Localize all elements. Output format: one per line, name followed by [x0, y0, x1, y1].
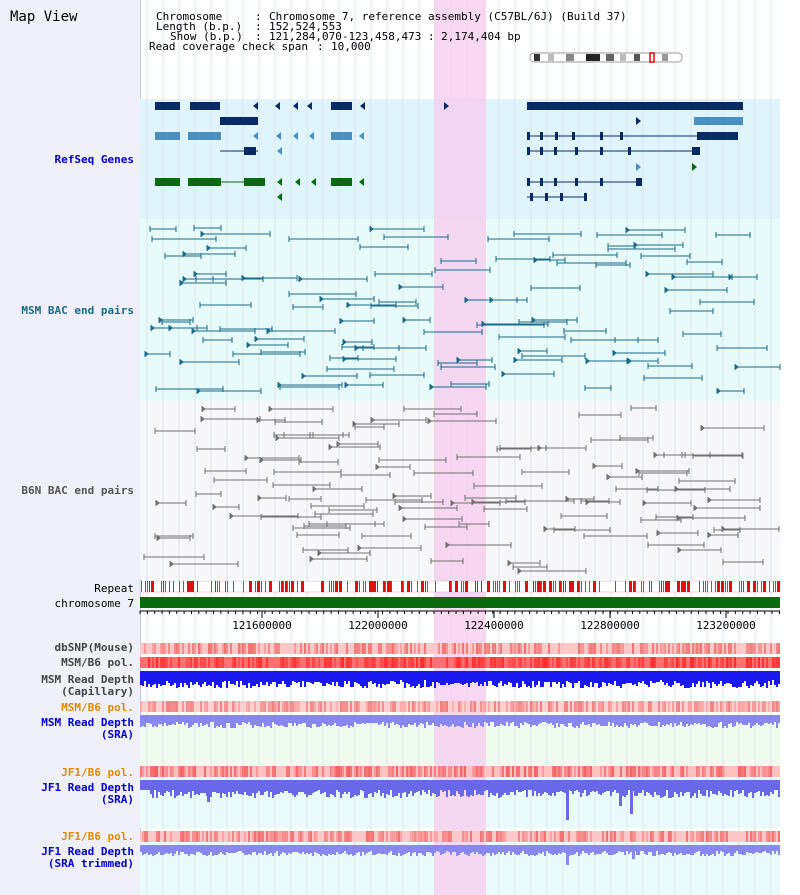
chromosome-track-label: chromosome 7 — [54, 597, 134, 610]
coverage-label: Read coverage check span — [149, 40, 308, 53]
coverage-value: 10,000 — [331, 40, 371, 53]
show-sep: : — [255, 30, 262, 43]
jf1-depth-sra-label-2: (SRA) — [100, 793, 134, 806]
b6n-bac-track-label[interactable]: B6N BAC end pairs — [21, 484, 134, 497]
msm-bac-track-label[interactable]: MSM BAC end pairs — [21, 304, 134, 317]
b6n-bac-pairs[interactable] — [143, 405, 780, 574]
jf1-depth-trim-label-2: (SRA trimmed) — [47, 857, 134, 870]
chromosome-bar[interactable] — [140, 597, 780, 608]
page-title: Map View — [10, 9, 78, 25]
axis-tick-label: 122000000 — [348, 619, 408, 632]
chromosome-ideogram[interactable] — [529, 52, 683, 63]
repeat-track — [139, 580, 781, 593]
msm-b6-pol-label: MSM/B6 pol. — [61, 656, 134, 669]
refseq-track-label[interactable]: RefSeq Genes — [54, 153, 134, 166]
show-value: 121,284,070-123,458,473 : 2,174,404 bp — [269, 30, 521, 43]
repeat-track-label: Repeat — [94, 582, 134, 595]
jf1-b6-pol-label: JF1/B6 pol. — [61, 766, 134, 779]
msm-depth-sra-label-2: (SRA) — [100, 728, 134, 741]
coverage-sep: : — [317, 40, 324, 53]
chromosome-sep: : — [255, 10, 262, 23]
msm-depth-cap-label-2: (Capillary) — [61, 685, 134, 698]
jf1-b6-pol-label-2: JF1/B6 pol. — [61, 830, 134, 843]
length-label: Length (b.p.) — [156, 20, 243, 33]
dbsnp-track-label: dbSNP(Mouse) — [54, 641, 134, 654]
length-value: 152,524,553 — [269, 20, 342, 33]
show-label: Show (b.p.) — [170, 30, 243, 43]
chromosome-value: Chromosome 7, reference assembly (C57BL/… — [269, 10, 627, 23]
axis-tick-label: 122400000 — [464, 619, 524, 632]
length-sep: : — [255, 20, 262, 33]
position-axis: 121600000 122000000 122400000 122800000 1232… — [139, 610, 780, 632]
refseq-genes[interactable] — [155, 102, 743, 201]
axis-tick-label: 121600000 — [232, 619, 292, 632]
msm-b6-pol-label-2: MSM/B6 pol. — [61, 701, 134, 714]
msm-depth-sra-label-1: MSM Read Depth — [41, 716, 134, 729]
jf1-depth-trim-label-1: JF1 Read Depth — [41, 845, 134, 858]
msm-bac-pairs[interactable] — [144, 225, 781, 394]
msm-depth-cap-label-1: MSM Read Depth — [41, 673, 134, 686]
jf1-depth-sra-label-1: JF1 Read Depth — [41, 781, 134, 794]
axis-tick-label: 122800000 — [580, 619, 640, 632]
heat-tracks — [140, 643, 780, 842]
selection-highlight[interactable] — [434, 0, 486, 895]
axis-tick-label: 123200000 — [696, 619, 756, 632]
chromosome-label: Chromosome — [156, 10, 223, 23]
read-depth-tracks — [140, 671, 780, 865]
track-label-panel — [0, 0, 141, 895]
